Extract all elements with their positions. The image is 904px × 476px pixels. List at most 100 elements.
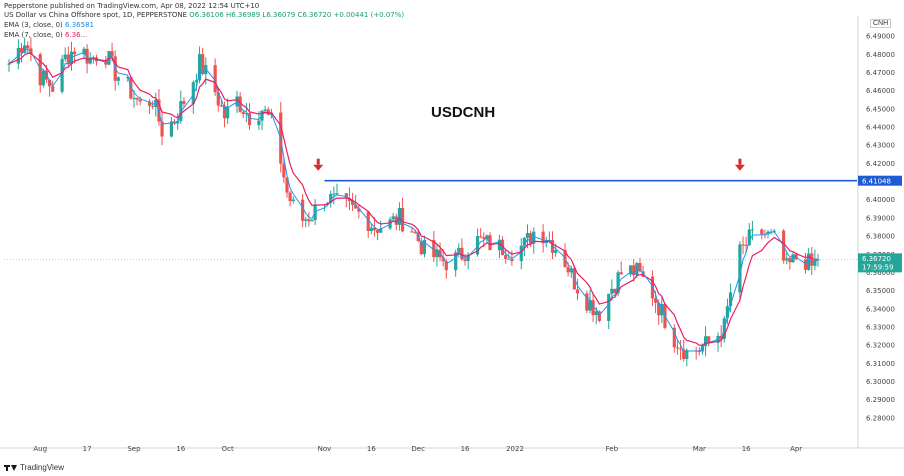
y-tick-label: 6.39000 bbox=[866, 214, 895, 222]
last-price-label: 6.36720 bbox=[862, 255, 891, 263]
tradingview-brand: TradingView bbox=[20, 463, 65, 472]
candle-body bbox=[60, 59, 64, 92]
candle-body bbox=[585, 293, 589, 311]
y-tick-label: 6.35000 bbox=[866, 287, 895, 295]
candle-body bbox=[703, 336, 708, 347]
candle-body bbox=[241, 111, 245, 114]
y-tick-label: 6.29000 bbox=[866, 396, 895, 404]
tradingview-footer[interactable]: TradingView bbox=[4, 463, 64, 472]
ema1-legend[interactable]: EMA (3, close, 0) 6.36581 bbox=[4, 21, 94, 29]
candle-body bbox=[85, 48, 89, 64]
candle-body bbox=[132, 97, 136, 99]
x-tick-label: Oct bbox=[222, 445, 234, 453]
candle-body bbox=[226, 106, 230, 119]
candle-body bbox=[169, 121, 174, 137]
candle-body bbox=[488, 235, 492, 251]
x-tick-label: 17 bbox=[83, 445, 92, 453]
y-tick-label: 6.40000 bbox=[866, 196, 895, 204]
down-arrow-icon bbox=[313, 158, 324, 171]
candle-body bbox=[204, 65, 208, 75]
candle-body bbox=[497, 239, 501, 251]
candle-body bbox=[525, 233, 530, 238]
y-tick-label: 6.48000 bbox=[866, 51, 895, 59]
candle-body bbox=[23, 45, 27, 53]
x-tick-label: Feb bbox=[606, 445, 619, 453]
candle-body bbox=[147, 101, 152, 106]
candle-body bbox=[619, 272, 623, 275]
y-tick-label: 6.30000 bbox=[866, 378, 895, 386]
y-tick-label: 6.34000 bbox=[866, 305, 895, 313]
candle-body bbox=[38, 54, 42, 86]
x-tick-label: Mar bbox=[693, 445, 706, 453]
candle-body bbox=[678, 348, 683, 350]
candle-body bbox=[597, 311, 601, 321]
candle-body bbox=[335, 193, 339, 195]
ema1-value: 6.36581 bbox=[65, 21, 94, 29]
y-tick-label: 6.31000 bbox=[866, 360, 895, 368]
candle-body bbox=[191, 82, 195, 104]
candle-body bbox=[263, 109, 267, 111]
candle-body bbox=[82, 48, 86, 55]
y-tick-label: 6.43000 bbox=[866, 142, 895, 150]
candle-body bbox=[301, 199, 305, 221]
ohlc-values: O6.36106 H6.36989 L6.36079 C6.36720 +0.0… bbox=[189, 11, 405, 19]
candle-body bbox=[357, 208, 361, 212]
ema2-legend[interactable]: EMA (7, close, 0) 6.36... bbox=[4, 31, 87, 39]
arrow-shaft bbox=[316, 158, 320, 165]
candle-body bbox=[326, 202, 330, 205]
y-tick-label: 6.38000 bbox=[866, 233, 895, 241]
candle-body bbox=[653, 298, 658, 303]
candle-body bbox=[369, 227, 373, 232]
candles bbox=[7, 37, 820, 367]
y-tick-label: 6.28000 bbox=[866, 414, 895, 422]
candle-body bbox=[375, 230, 380, 233]
candle-body bbox=[675, 347, 680, 349]
arrow-head bbox=[734, 164, 745, 171]
candle-body bbox=[541, 231, 545, 244]
candle-body bbox=[569, 268, 573, 273]
ema2-label: EMA (7, close, 0) bbox=[4, 31, 63, 39]
candle-body bbox=[182, 101, 186, 104]
tradingview-logo-icon bbox=[4, 464, 17, 471]
x-tick-label: 16 bbox=[176, 445, 185, 453]
candle-body bbox=[213, 65, 217, 93]
candle-body bbox=[307, 219, 311, 222]
ema-7-line bbox=[8, 52, 819, 346]
candle-body bbox=[460, 247, 464, 260]
candle-body bbox=[466, 254, 470, 261]
x-tick-label: Apr bbox=[790, 445, 802, 453]
candle-body bbox=[628, 265, 633, 275]
candle-body bbox=[257, 120, 261, 126]
candle-body bbox=[588, 300, 592, 311]
symbol-description: US Dollar vs China Offshore spot, 1D, PE… bbox=[4, 11, 188, 19]
candle-body bbox=[216, 92, 220, 106]
candle-body bbox=[785, 258, 789, 261]
candle-body bbox=[794, 254, 798, 260]
candle-body bbox=[48, 79, 52, 87]
x-tick-label: 16 bbox=[461, 445, 470, 453]
candle-body bbox=[354, 204, 358, 209]
candle-body bbox=[744, 244, 748, 246]
x-tick-label: Dec bbox=[411, 445, 425, 453]
candle-body bbox=[575, 289, 580, 294]
arrow-head bbox=[313, 164, 324, 171]
candle-body bbox=[26, 45, 30, 49]
candle-body bbox=[7, 63, 11, 65]
candle-body bbox=[151, 105, 155, 107]
candle-body bbox=[672, 327, 676, 348]
candle-body bbox=[63, 54, 67, 60]
candle-body bbox=[391, 216, 395, 220]
candle-body bbox=[160, 121, 164, 137]
published-line: Pepperstone published on TradingView.com… bbox=[4, 2, 260, 10]
candle-body bbox=[650, 276, 655, 299]
candle-body bbox=[138, 99, 142, 102]
candle-body bbox=[738, 244, 742, 293]
candle-body bbox=[435, 249, 439, 258]
candle-body bbox=[66, 54, 70, 65]
candle-body bbox=[660, 304, 664, 316]
candle-body bbox=[197, 54, 202, 81]
candle-body bbox=[288, 192, 292, 202]
x-tick-label: Aug bbox=[33, 445, 47, 453]
resistance-price-label: 6.41048 bbox=[862, 177, 891, 185]
